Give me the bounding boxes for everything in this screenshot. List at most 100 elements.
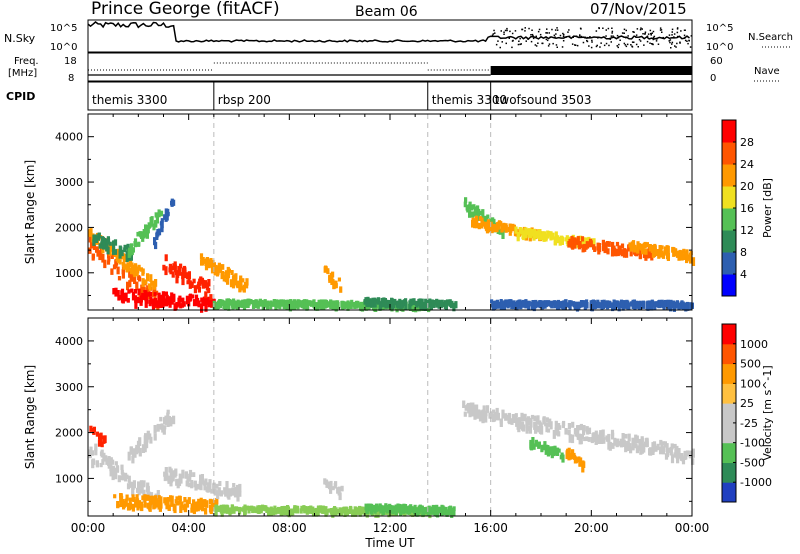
data-cell <box>205 500 209 508</box>
data-cell <box>159 210 164 217</box>
data-cell <box>164 291 168 297</box>
data-cell <box>153 292 157 297</box>
data-cell <box>160 423 164 431</box>
panel-frame <box>87 113 693 311</box>
data-cell <box>128 497 132 506</box>
data-cell <box>170 292 174 300</box>
data-cell <box>102 240 106 249</box>
nsearch-dot <box>504 29 507 32</box>
data-cell <box>125 474 129 479</box>
data-cell <box>624 249 628 256</box>
data-cell <box>567 449 571 455</box>
data-cell <box>226 488 230 494</box>
data-cell <box>607 241 611 247</box>
nsearch-dot <box>602 27 604 29</box>
data-cell <box>127 475 131 483</box>
data-cell <box>137 264 141 271</box>
nsearch-dot <box>571 43 574 45</box>
data-cell <box>204 508 208 515</box>
data-cell <box>473 212 477 217</box>
data-cell <box>556 299 561 305</box>
data-cell <box>624 443 628 453</box>
xtick-label: 00:00 <box>71 521 106 535</box>
data-cell <box>651 446 655 453</box>
data-cell <box>187 483 191 488</box>
nsearch-dot <box>607 27 610 30</box>
data-cell <box>101 254 105 263</box>
data-cell <box>381 300 385 308</box>
data-cell <box>121 474 125 481</box>
data-cell <box>157 500 161 510</box>
data-cell <box>655 302 659 308</box>
nsearch-dot <box>683 29 686 31</box>
data-cell <box>164 419 168 425</box>
data-cell <box>556 447 560 455</box>
nsearch-dot <box>586 40 589 43</box>
nsearch-dot <box>528 27 530 30</box>
data-cell <box>666 253 670 261</box>
data-cell <box>204 264 209 271</box>
cpid-segments: themis 3300 rbsp 200 themis 3300twofsound … <box>92 82 592 110</box>
data-cell <box>134 300 138 309</box>
cpid-segment-label: rbsp 200 <box>218 93 271 107</box>
nsearch-dot <box>635 36 637 38</box>
data-cell <box>136 445 140 453</box>
data-cell <box>598 243 602 250</box>
data-cell <box>291 508 295 516</box>
data-cell <box>143 502 147 508</box>
colorbar-tick-label: 100 <box>740 377 761 390</box>
data-cell <box>567 423 571 430</box>
data-cell <box>652 441 657 450</box>
data-cell <box>316 505 321 511</box>
data-cell <box>556 428 560 436</box>
data-cell <box>147 292 151 297</box>
nsearch-dot <box>574 44 577 46</box>
data-cell <box>545 423 549 433</box>
data-cell <box>88 234 92 243</box>
data-cell <box>580 433 584 439</box>
data-cell <box>134 263 138 270</box>
nsearch-dot <box>639 29 642 31</box>
data-cell <box>120 249 124 257</box>
data-cell <box>188 280 192 289</box>
data-cell <box>509 299 513 307</box>
data-cell <box>115 466 120 472</box>
nsearch-dot <box>505 42 507 45</box>
nsearch-dot <box>623 42 626 45</box>
data-cell <box>499 302 503 310</box>
data-cell <box>636 241 640 248</box>
data-cell <box>188 469 193 478</box>
data-cell <box>464 197 468 203</box>
data-cell <box>94 443 98 451</box>
data-cell <box>111 465 115 473</box>
data-cell <box>331 271 335 278</box>
nsearch-dot <box>530 40 533 43</box>
colorbar-tick-label: -1000 <box>740 476 772 489</box>
nsearch-dot <box>499 46 501 49</box>
data-cell <box>228 488 232 497</box>
nsearch-dot <box>619 39 621 41</box>
data-cell <box>515 417 519 424</box>
data-cell <box>665 443 669 449</box>
freq-label-2: [MHz] <box>8 68 37 79</box>
data-cell <box>568 434 572 443</box>
data-cell <box>206 297 210 305</box>
data-cell <box>568 238 572 246</box>
data-cell <box>321 509 325 514</box>
data-cell <box>507 412 511 420</box>
data-cell <box>237 300 241 306</box>
nsearch-dot <box>527 38 529 40</box>
nsearch-dot <box>497 40 499 42</box>
colorbar-segment <box>722 482 736 503</box>
colorbar-tick-label: -25 <box>740 417 758 430</box>
data-cell <box>216 270 220 275</box>
data-cell <box>673 443 677 448</box>
data-cell <box>122 258 126 263</box>
data-cell <box>683 454 687 460</box>
data-cell <box>145 231 149 239</box>
data-cell <box>164 498 168 506</box>
data-cell <box>128 280 132 288</box>
data-cell <box>221 264 225 270</box>
nsearch-dot <box>671 34 673 36</box>
data-cell <box>146 486 150 493</box>
